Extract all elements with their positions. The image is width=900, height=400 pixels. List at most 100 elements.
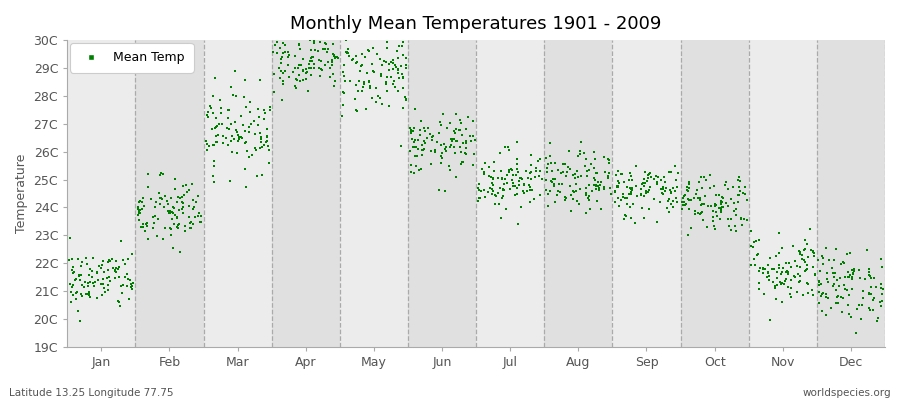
Point bbox=[274, 45, 288, 52]
Point bbox=[852, 275, 867, 282]
Point bbox=[396, 52, 410, 58]
Point bbox=[601, 156, 616, 162]
Point bbox=[654, 177, 669, 183]
Point bbox=[130, 212, 145, 218]
Point bbox=[589, 186, 603, 192]
Point bbox=[394, 70, 409, 77]
Point bbox=[601, 173, 616, 180]
Point bbox=[243, 99, 257, 105]
Point bbox=[178, 228, 193, 234]
Point bbox=[424, 148, 438, 154]
Point bbox=[266, 49, 281, 56]
Point bbox=[307, 60, 321, 67]
Point bbox=[131, 204, 146, 210]
Point bbox=[74, 263, 88, 269]
Point bbox=[743, 243, 758, 250]
Point bbox=[274, 67, 288, 74]
Point bbox=[738, 191, 752, 197]
Point bbox=[364, 94, 379, 101]
Point bbox=[443, 144, 457, 150]
Point bbox=[189, 199, 203, 205]
Point bbox=[348, 107, 363, 113]
Point bbox=[167, 186, 182, 192]
Point bbox=[391, 65, 405, 72]
Point bbox=[97, 284, 112, 291]
Point bbox=[624, 189, 638, 195]
Point bbox=[610, 184, 625, 190]
Point bbox=[447, 144, 462, 150]
Point bbox=[230, 150, 244, 156]
Point bbox=[821, 279, 835, 285]
Point bbox=[548, 159, 562, 166]
Point bbox=[289, 76, 303, 82]
Point bbox=[250, 173, 265, 179]
Point bbox=[663, 169, 678, 176]
Point bbox=[112, 302, 127, 309]
Point bbox=[790, 263, 805, 270]
Point bbox=[392, 55, 406, 61]
Point bbox=[299, 17, 313, 24]
Point bbox=[459, 150, 473, 157]
Point bbox=[363, 85, 377, 92]
Point bbox=[706, 214, 720, 220]
Point bbox=[366, 68, 381, 74]
Point bbox=[635, 204, 650, 211]
Point bbox=[404, 127, 419, 134]
Point bbox=[260, 134, 274, 141]
Point bbox=[160, 198, 175, 204]
Point bbox=[587, 175, 601, 181]
Point bbox=[566, 196, 580, 202]
Point bbox=[365, 45, 380, 52]
Point bbox=[498, 143, 512, 150]
Point bbox=[678, 192, 692, 198]
Point bbox=[778, 276, 793, 282]
Point bbox=[396, 75, 410, 82]
Point bbox=[170, 214, 184, 220]
Point bbox=[612, 203, 626, 210]
Point bbox=[418, 128, 432, 134]
Point bbox=[253, 76, 267, 83]
Point bbox=[68, 277, 82, 283]
Point bbox=[695, 201, 709, 207]
Point bbox=[428, 148, 442, 155]
Point bbox=[67, 282, 81, 288]
Point bbox=[409, 163, 423, 169]
Point bbox=[394, 143, 409, 150]
Point bbox=[384, 59, 399, 66]
Point bbox=[132, 199, 147, 206]
Point bbox=[427, 133, 441, 139]
Point bbox=[697, 200, 711, 207]
Point bbox=[721, 186, 735, 193]
Point bbox=[414, 165, 428, 172]
Point bbox=[380, 45, 394, 52]
Point bbox=[593, 179, 608, 185]
Point bbox=[138, 228, 152, 234]
Point bbox=[260, 138, 274, 144]
Point bbox=[73, 277, 87, 283]
Point bbox=[495, 194, 509, 201]
Point bbox=[563, 208, 578, 214]
Point bbox=[349, 81, 364, 88]
Point bbox=[123, 281, 138, 287]
Point bbox=[308, 47, 322, 53]
Point bbox=[141, 235, 156, 242]
Point bbox=[374, 73, 389, 79]
Point bbox=[842, 274, 856, 280]
Point bbox=[239, 139, 254, 145]
Point bbox=[209, 124, 223, 130]
Point bbox=[221, 106, 236, 113]
Point bbox=[455, 140, 470, 146]
Point bbox=[239, 148, 254, 154]
Point bbox=[70, 308, 85, 314]
Point bbox=[102, 256, 116, 263]
Point bbox=[229, 127, 243, 134]
Point bbox=[114, 290, 129, 296]
Point bbox=[777, 264, 791, 271]
Point bbox=[712, 204, 726, 211]
Point bbox=[781, 284, 796, 290]
Point bbox=[248, 131, 263, 138]
Point bbox=[77, 279, 92, 285]
Point bbox=[443, 120, 457, 126]
Point bbox=[88, 279, 103, 285]
Point bbox=[850, 306, 864, 312]
